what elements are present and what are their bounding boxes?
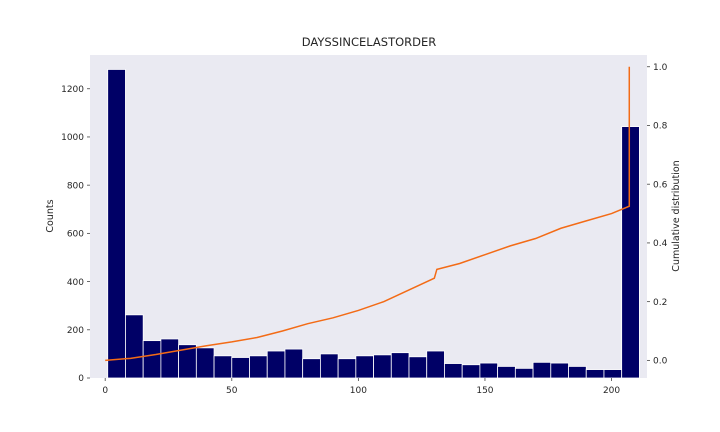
y-tick-label: 0 [78, 374, 84, 384]
bar [550, 362, 569, 379]
bar [142, 340, 162, 379]
bar [479, 362, 499, 379]
bar [337, 358, 357, 379]
y-tick-label: 1000 [61, 133, 84, 143]
bar [603, 369, 623, 379]
bar [107, 69, 126, 379]
bar [125, 314, 144, 379]
y-right-tick-label: 0.8 [653, 122, 668, 132]
y-right-tick-label: 0.0 [653, 357, 668, 367]
bar [532, 361, 552, 379]
bar [249, 355, 268, 379]
bar [568, 366, 587, 379]
x-tick-label: 100 [350, 386, 367, 396]
axes: 0 50 100 150 200 0 200 400 600 800 1000 1200 0.0 0.2 0… [61, 63, 667, 396]
y-tick-label: 1200 [61, 85, 84, 95]
y-tick-label: 600 [67, 230, 84, 240]
bar [284, 348, 304, 379]
bar [213, 355, 233, 379]
x-tick-label: 50 [226, 386, 238, 396]
bars [107, 69, 640, 379]
bar [585, 369, 605, 379]
bar [373, 354, 392, 379]
y-tick-label: 800 [67, 181, 84, 191]
bar [497, 366, 516, 379]
bar [266, 350, 286, 379]
bar [621, 126, 640, 379]
y-tick-label: 400 [67, 278, 84, 288]
y-axis-label: Counts [45, 199, 56, 232]
x-tick-label: 150 [476, 386, 493, 396]
cdf-line [105, 66, 631, 362]
y-right-tick-label: 0.4 [653, 239, 668, 249]
x-tick-label: 0 [102, 386, 108, 396]
chart-title: DAYSSINCELASTORDER [302, 35, 437, 49]
bar [231, 357, 250, 379]
y-right-tick-label: 1.0 [653, 63, 668, 73]
y-right-tick-label: 0.6 [653, 180, 668, 190]
bar [319, 353, 339, 379]
y-tick-label: 200 [67, 326, 84, 336]
bar [390, 352, 410, 379]
cdf-line-group [105, 66, 631, 362]
bar [355, 355, 374, 379]
plot-area [90, 55, 647, 378]
bar [461, 364, 481, 379]
bar [514, 367, 534, 379]
bar [444, 363, 463, 379]
bar [302, 358, 321, 379]
y-axis-label-right: Cumulative distribution [671, 160, 682, 271]
y-right-tick-label: 0.2 [653, 298, 667, 308]
bar [195, 347, 215, 379]
bar [426, 350, 445, 379]
bar [408, 356, 428, 379]
bar [160, 338, 180, 379]
x-tick-label: 200 [603, 386, 620, 396]
